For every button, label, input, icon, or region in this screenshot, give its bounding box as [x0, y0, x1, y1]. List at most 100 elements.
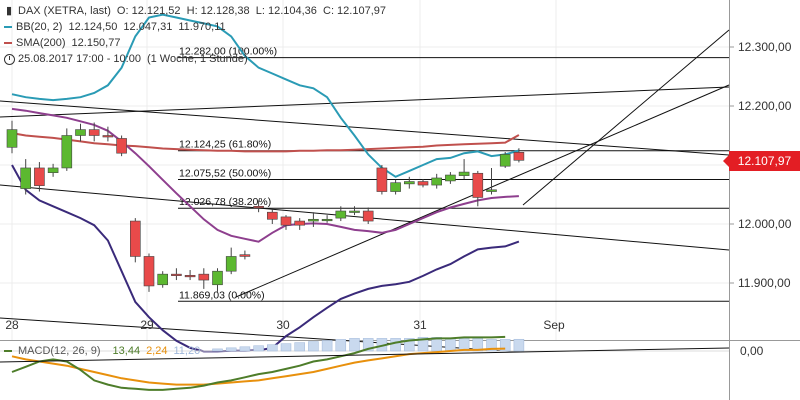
candle-up — [335, 210, 347, 219]
candle-down — [362, 210, 374, 222]
trendline — [0, 86, 730, 118]
macd-hist-bar — [212, 348, 223, 352]
macd-hist-bar — [499, 339, 511, 352]
trendline — [0, 100, 730, 156]
candle-down — [513, 152, 525, 161]
grid — [0, 0, 729, 340]
y-axis-label: 11.900,00 — [738, 276, 791, 290]
candle-down — [130, 220, 141, 257]
bb-mid-line — [11, 107, 519, 243]
macd-label: MACD(12, 26, 9) — [0, 345, 107, 357]
candle-up — [403, 181, 415, 185]
fib-level-label: 11.869,03 (0.00%) — [179, 289, 265, 301]
fib-level-label: 12.282,00 (100.00%) — [179, 46, 277, 58]
x-axis-label: 30 — [276, 318, 290, 332]
candle-up — [6, 129, 18, 148]
candle-down — [239, 254, 251, 257]
legend-bb-row: BB(20, 2) 12.124,50 12.047,31 11.970,11 — [2, 19, 386, 35]
legend-instrument-row: ▮ DAX (XETRA, last) O: 12.121,52 H: 12.1… — [2, 3, 386, 19]
candlesticks[interactable] — [6, 120, 525, 292]
bb-lower-line — [11, 164, 520, 353]
candle-up — [390, 182, 401, 192]
candle-down — [266, 211, 278, 220]
macd-hist-bar — [513, 338, 525, 352]
candle-up — [486, 189, 497, 192]
candle-up — [157, 273, 168, 286]
candle-down — [34, 167, 45, 186]
bb-lower-value: 11.970,11 — [178, 21, 226, 33]
macd-label-text: MACD(12, 26, 9) — [18, 345, 101, 357]
candle-down — [171, 273, 182, 276]
y-axis-label: 12.200,00 — [738, 99, 792, 113]
legend-period-row: 25.08.2017 17:00 - 10:00 (1 Woche, 1 Stu… — [2, 51, 386, 67]
candle-up — [212, 270, 223, 286]
candle-down — [102, 135, 114, 138]
candle-up — [321, 218, 333, 222]
trendlines — [0, 29, 730, 353]
candle-up — [47, 167, 59, 173]
x-axis-label: Sep — [543, 318, 565, 332]
candle-up — [499, 154, 511, 167]
candle-icon: ▮ — [5, 5, 13, 17]
macd-hist-bar — [362, 338, 374, 352]
macd-legend: MACD(12, 26, 9) 13,44 2,24 11,20 — [0, 345, 206, 357]
clock-icon — [4, 53, 15, 65]
instrument-name: DAX (XETRA, last) — [18, 5, 111, 17]
last-price-tag: 12.107,97 — [723, 151, 800, 171]
bb-upper-line — [11, 13, 520, 178]
macd-signal-value: 2,24 — [146, 345, 168, 357]
macd-hist-bar — [308, 341, 319, 352]
macd-hist-bar — [280, 343, 292, 352]
legend-sma-row: SMA(200) 12.150,77 — [2, 35, 386, 51]
candle-down — [198, 273, 210, 281]
candle-up — [431, 177, 443, 186]
indicator-overlays — [11, 13, 520, 353]
macd-hist-bar — [417, 337, 429, 352]
macd-hist-bar — [431, 337, 442, 352]
candle-down — [376, 167, 388, 192]
bb-line-icon — [4, 26, 12, 28]
candle-up — [20, 167, 32, 189]
candle-down — [472, 172, 484, 198]
candle-down — [143, 256, 155, 287]
macd-line — [11, 335, 506, 391]
sma-value: 12.150,77 — [71, 37, 121, 49]
ohlc-values: O: 12.121,52 H: 12.128,38 L: 12.104,36 C… — [116, 5, 386, 17]
candle-down — [417, 181, 429, 186]
candle-up — [308, 218, 319, 222]
candle-down — [253, 206, 264, 209]
period-interval: (1 Woche, 1 Stunde) — [146, 53, 248, 65]
macd-axis-label: 0,00 — [740, 344, 764, 358]
chart-legend: ▮ DAX (XETRA, last) O: 12.121,52 H: 12.1… — [2, 3, 386, 67]
fib-level-label: 12.075,52 (50.00%) — [179, 167, 271, 179]
candle-down — [88, 129, 100, 136]
candle-down — [280, 216, 292, 226]
sma-label: SMA(200) — [16, 37, 66, 49]
candle-down — [116, 138, 127, 154]
macd-hist-bar — [390, 338, 401, 352]
y-axis-label: 12.000,00 — [738, 217, 792, 231]
candle-up — [349, 210, 360, 213]
macd-hist-bar — [335, 339, 347, 352]
bb-upper-value: 12.124,50 — [68, 21, 118, 33]
x-axis-label: 29 — [140, 318, 154, 332]
candle-down — [294, 220, 306, 226]
bb-label: BB(20, 2) — [16, 21, 63, 33]
candle-up — [225, 256, 237, 272]
x-axis-label: 28 — [5, 318, 19, 332]
candle-down — [184, 275, 196, 278]
macd-trendline — [0, 347, 730, 363]
candle-up — [445, 174, 456, 182]
macd-hist-value: 11,20 — [173, 345, 201, 357]
bb-mid-value: 12.047,31 — [123, 21, 173, 33]
macd-hist-bar — [239, 346, 251, 352]
macd-hist-bar — [404, 338, 415, 352]
macd-hist-bar — [445, 338, 456, 352]
candle-up — [75, 129, 86, 136]
fibonacci-levels: 12.282,00 (100.00%) 12.124,25 (61.80%) 12.… — [178, 46, 729, 302]
fib-level-label: 12.124,25 (61.80%) — [179, 139, 271, 151]
macd-signal-line — [11, 347, 506, 386]
trendline — [522, 29, 730, 206]
time-axis: 28 29 30 31 Sep — [5, 318, 565, 332]
